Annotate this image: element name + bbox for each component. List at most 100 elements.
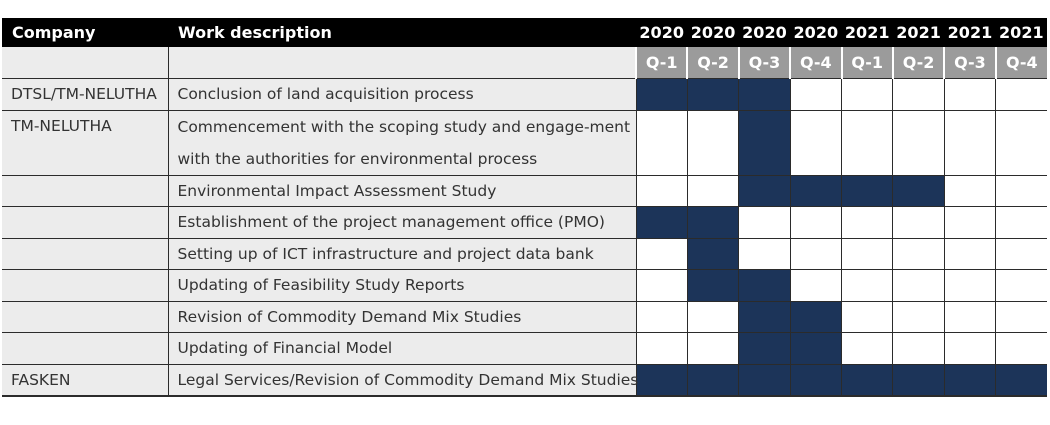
timeline-empty-cell [943, 300, 997, 333]
timeline-bar-cell [789, 332, 843, 365]
timeline-empty-cell [635, 300, 688, 333]
work-description-cell: Conclusion of land acquisition process [167, 78, 637, 111]
timeline-empty-cell [892, 78, 945, 111]
timeline-empty-cell [840, 269, 894, 302]
timeline-empty-cell [635, 237, 688, 270]
work-description-header: Work description [168, 18, 636, 47]
timeline-empty-cell [686, 300, 740, 333]
timeline-empty-cell [995, 332, 1047, 365]
timeline-empty-cell [943, 237, 997, 270]
timeline-bar-cell [840, 174, 894, 207]
timeline-empty-cell [840, 78, 894, 111]
timeline-bar-cell [738, 78, 791, 111]
timeline-empty-cell [892, 109, 945, 176]
company-cell [2, 300, 169, 333]
timeline-empty-cell [738, 206, 791, 239]
gantt-body: DTSL/TM-NELUTHA Conclusion of land acquis… [2, 78, 1047, 397]
timeline-bar-cell [738, 363, 791, 397]
timeline-empty-cell [635, 109, 688, 176]
header-row-years: Company Work description 2020 2020 2020 … [2, 18, 1047, 47]
timeline-empty-cell [738, 237, 791, 270]
timeline-bar-cell [738, 174, 791, 207]
timeline-empty-cell [789, 78, 843, 111]
table-row: Establishment of the project management … [2, 206, 1047, 239]
timeline-empty-cell [995, 206, 1047, 239]
gantt-table: Company Work description 2020 2020 2020 … [2, 18, 1047, 397]
header-row-quarters: Q-1 Q-2 Q-3 Q-4 Q-1 Q-2 Q-3 Q-4 [2, 47, 1047, 79]
timeline-bar-cell [686, 363, 740, 397]
timeline-empty-cell [892, 269, 945, 302]
timeline-empty-cell [686, 332, 740, 365]
quarter-header-4: Q-4 [789, 47, 842, 79]
quarter-header-3: Q-3 [737, 47, 791, 79]
timeline-bar-cell [686, 237, 740, 270]
timeline-bar-cell [892, 363, 945, 397]
year-header-3: 2020 [738, 18, 791, 47]
timeline-empty-cell [635, 332, 688, 365]
timeline-empty-cell [686, 109, 740, 176]
timeline-empty-cell [943, 206, 997, 239]
table-row: Revision of Commodity Demand Mix Studies [2, 300, 1047, 333]
timeline-empty-cell [635, 269, 688, 302]
table-row: Environmental Impact Assessment Study [2, 174, 1047, 207]
timeline-bar-cell [892, 174, 945, 207]
work-description-cell: Establishment of the project management … [167, 206, 637, 239]
year-header-7: 2021 [944, 18, 996, 47]
timeline-empty-cell [995, 78, 1047, 111]
timeline-bar-cell [738, 269, 791, 302]
company-cell [2, 206, 169, 239]
timeline-empty-cell [943, 269, 997, 302]
company-cell [2, 174, 169, 207]
timeline-empty-cell [943, 332, 997, 365]
year-header-6: 2021 [892, 18, 945, 47]
company-cell [2, 237, 169, 270]
timeline-empty-cell [995, 269, 1047, 302]
timeline-bar-cell [738, 332, 791, 365]
quarter-header-1: Q-1 [634, 47, 688, 79]
timeline-bar-cell [738, 300, 791, 333]
timeline-empty-cell [892, 237, 945, 270]
timeline-empty-cell [840, 332, 894, 365]
timeline-bar-cell [635, 363, 688, 397]
timeline-bar-cell [840, 363, 894, 397]
company-header: Company [2, 18, 168, 47]
quarter-header-6: Q-2 [891, 47, 945, 79]
timeline-empty-cell [840, 206, 894, 239]
quarter-header-8: Q-4 [994, 47, 1047, 79]
company-cell [2, 332, 169, 365]
timeline-bar-cell [686, 78, 740, 111]
timeline-bar-cell [789, 174, 843, 207]
year-header-4: 2020 [790, 18, 842, 47]
table-row: FASKEN Legal Services/Revision of Commodi… [2, 363, 1047, 397]
quarter-header-5: Q-1 [840, 47, 893, 79]
work-description-cell: Revision of Commodity Demand Mix Studies [167, 300, 637, 333]
year-header-1: 2020 [636, 18, 688, 47]
timeline-empty-cell [943, 109, 997, 176]
table-row: Updating of Financial Model [2, 332, 1047, 365]
timeline-empty-cell [995, 109, 1047, 176]
work-description-cell: Updating of Financial Model [167, 332, 637, 365]
timeline-empty-cell [635, 174, 688, 207]
work-description-cell: Updating of Feasibility Study Reports [167, 269, 637, 302]
timeline-empty-cell [789, 269, 843, 302]
work-description-cell: Legal Services/Revision of Commodity Dem… [167, 363, 638, 397]
timeline-bar-cell [686, 269, 740, 302]
company-cell: FASKEN [2, 363, 169, 397]
timeline-empty-cell [892, 206, 945, 239]
timeline-empty-cell [789, 109, 843, 176]
timeline-empty-cell [840, 237, 894, 270]
work-description-cell: Environmental Impact Assessment Study [167, 174, 637, 207]
quarter-header-7: Q-3 [943, 47, 996, 79]
quarter-header-2: Q-2 [686, 47, 739, 79]
timeline-empty-cell [995, 300, 1047, 333]
company-cell [2, 269, 169, 302]
timeline-empty-cell [995, 237, 1047, 270]
year-header-2: 2020 [687, 18, 739, 47]
timeline-empty-cell [686, 174, 740, 207]
timeline-empty-cell [892, 300, 945, 333]
table-row: TM-NELUTHA Commencement with the scoping … [2, 109, 1047, 176]
timeline-bar-cell [995, 363, 1047, 397]
work-description-cell: Commencement with the scoping study and … [167, 109, 637, 176]
timeline-empty-cell [892, 332, 945, 365]
blank-header-cell [167, 47, 636, 79]
